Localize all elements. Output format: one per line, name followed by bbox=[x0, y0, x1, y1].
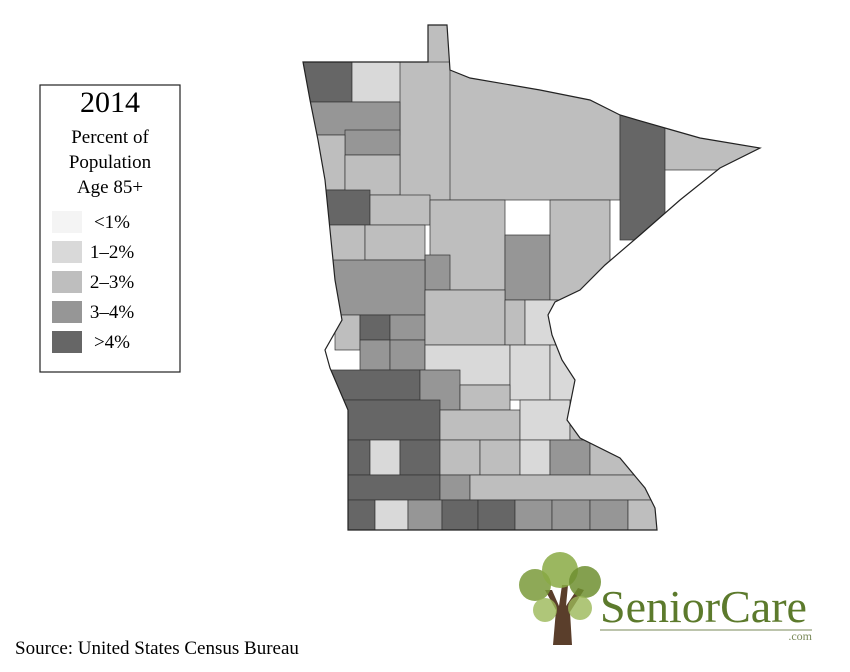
county bbox=[339, 399, 441, 441]
county bbox=[519, 439, 551, 476]
county bbox=[319, 369, 421, 401]
county bbox=[439, 439, 481, 476]
county bbox=[619, 109, 666, 241]
county bbox=[344, 154, 401, 196]
county bbox=[347, 474, 441, 501]
county bbox=[311, 134, 346, 191]
legend-label: 3–4% bbox=[90, 302, 135, 323]
legend-swatch bbox=[52, 241, 82, 263]
county bbox=[344, 129, 401, 156]
legend-label: >4% bbox=[94, 332, 130, 353]
legend-swatch bbox=[52, 211, 82, 233]
county bbox=[549, 439, 591, 476]
county bbox=[347, 439, 371, 476]
county bbox=[519, 399, 571, 441]
legend: <1% 1–2% 2–3% 3–4% >4% bbox=[52, 211, 134, 353]
tree-leaves bbox=[519, 569, 551, 601]
county bbox=[359, 314, 391, 341]
legend-title: 2014 bbox=[80, 86, 140, 119]
county bbox=[549, 199, 611, 301]
legend-label: <1% bbox=[94, 212, 130, 233]
county bbox=[389, 339, 426, 371]
source-note: Source: United States Census Bureau bbox=[15, 638, 299, 659]
county bbox=[509, 344, 551, 401]
county bbox=[549, 344, 581, 401]
tree-leaves bbox=[568, 596, 592, 620]
legend-subtitle: Age 85+ bbox=[77, 177, 143, 198]
county bbox=[309, 101, 401, 136]
county bbox=[551, 499, 591, 530]
legend-subtitle: Population bbox=[69, 152, 152, 173]
legend-swatch bbox=[52, 271, 82, 293]
legend-label: 2–3% bbox=[90, 272, 135, 293]
county bbox=[329, 259, 426, 316]
tree-leaves bbox=[569, 566, 601, 598]
county bbox=[504, 299, 526, 346]
legend-label: 1–2% bbox=[90, 242, 135, 263]
county bbox=[439, 474, 471, 501]
county bbox=[389, 314, 426, 341]
county bbox=[664, 119, 760, 171]
county bbox=[441, 499, 479, 530]
logo-tree bbox=[519, 552, 601, 645]
county bbox=[504, 234, 551, 301]
logo-suffix: .com bbox=[788, 629, 812, 643]
county bbox=[369, 194, 431, 226]
tree-leaves bbox=[533, 598, 557, 622]
state-outline bbox=[302, 24, 762, 531]
county bbox=[334, 314, 361, 351]
county bbox=[627, 499, 666, 530]
county bbox=[439, 409, 521, 441]
county bbox=[469, 474, 666, 501]
county-layer bbox=[303, 25, 760, 530]
logo-name: SeniorCare bbox=[600, 581, 807, 632]
legend-swatch bbox=[52, 301, 82, 323]
county bbox=[524, 299, 561, 346]
county bbox=[347, 499, 376, 530]
county bbox=[424, 289, 506, 346]
county bbox=[459, 384, 511, 411]
tree-leaves bbox=[542, 552, 578, 588]
county bbox=[589, 499, 629, 530]
county bbox=[374, 499, 409, 530]
county bbox=[303, 61, 353, 103]
county bbox=[589, 439, 666, 476]
legend-swatch bbox=[52, 331, 82, 353]
county bbox=[514, 499, 553, 530]
county bbox=[424, 254, 451, 291]
county bbox=[407, 499, 443, 530]
county bbox=[479, 439, 521, 476]
county bbox=[477, 499, 516, 530]
county bbox=[369, 439, 401, 476]
legend-subtitle: Percent of bbox=[71, 127, 149, 148]
county bbox=[359, 339, 391, 371]
county bbox=[399, 439, 441, 476]
county bbox=[364, 224, 426, 261]
